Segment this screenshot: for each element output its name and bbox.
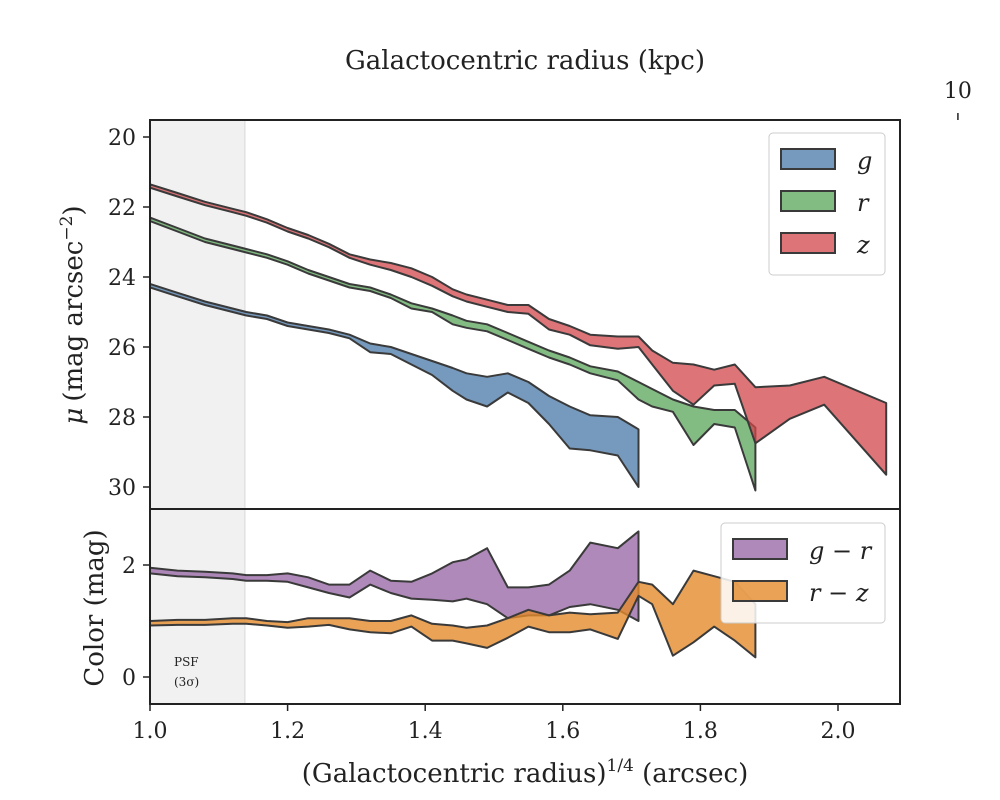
legend-swatch bbox=[732, 580, 788, 602]
x-tick-label: 1.0 bbox=[133, 719, 168, 744]
bottom-panel-frame bbox=[149, 508, 901, 705]
top-y-axis-label: μ (mag arcsec−2) bbox=[57, 205, 89, 424]
top-y-axis-label-exponent: −2 bbox=[57, 216, 77, 241]
x-tick-label: 1.4 bbox=[408, 719, 443, 744]
legend-label: r bbox=[857, 189, 870, 217]
top-y-tick-label: 30 bbox=[108, 476, 136, 501]
x-axis-label-unit: (arcsec) bbox=[634, 759, 748, 789]
band-rz bbox=[150, 569, 757, 659]
top-y-axis-label-close: ) bbox=[59, 205, 89, 215]
x-tick-label: 1.8 bbox=[683, 719, 718, 744]
x-axis-label-exponent: 1/4 bbox=[607, 756, 634, 776]
legend-swatch bbox=[780, 148, 836, 170]
legend-label: z bbox=[856, 231, 870, 259]
band-z bbox=[150, 183, 888, 476]
x-axis-label-base: (Galactocentric radius) bbox=[302, 759, 607, 789]
psf-annotation-line1: PSF bbox=[174, 655, 199, 669]
bottom-y-axis-label: Color (mag) bbox=[80, 529, 110, 686]
legend-label: r − z bbox=[809, 579, 869, 607]
top-y-tick-label: 20 bbox=[108, 126, 136, 151]
top-x-tick-label: 10 bbox=[944, 79, 972, 104]
profile-panel: 2022242628301020305075100grz bbox=[108, 79, 972, 510]
psf-annotation-line2: (3σ) bbox=[174, 675, 199, 689]
band-r bbox=[150, 216, 757, 492]
top-axis-label: Galactocentric radius (kpc) bbox=[345, 46, 705, 76]
top-y-tick-label: 24 bbox=[108, 266, 136, 291]
psf-region-bottom bbox=[150, 509, 245, 704]
legend-label: g − r bbox=[809, 537, 873, 565]
x-tick-label: 2.0 bbox=[821, 719, 856, 744]
top-y-tick-label: 28 bbox=[108, 406, 136, 431]
bottom-y-tick-label: 2 bbox=[122, 554, 136, 579]
top-y-tick-label: 26 bbox=[108, 336, 136, 361]
legend-swatch bbox=[732, 538, 788, 560]
x-tick-label: 1.2 bbox=[270, 719, 305, 744]
x-tick-label: 1.6 bbox=[545, 719, 580, 744]
top-y-axis-label-text: (mag arcsec bbox=[59, 241, 89, 402]
color-panel: 0 2 1.0 1.2 1.4 1.6 1.8 2.0 PSF (3σ) g − r r − z bbox=[122, 508, 901, 744]
band-gr bbox=[150, 530, 640, 622]
band-g bbox=[150, 283, 640, 488]
top-y-axis-label-symbol: μ bbox=[59, 408, 89, 425]
legend-label: g bbox=[857, 147, 872, 175]
bottom-y-tick-label: 0 bbox=[122, 666, 136, 691]
psf-region-top bbox=[150, 120, 245, 509]
legend-swatch bbox=[780, 232, 836, 254]
bottom-x-axis-label: (Galactocentric radius)1/4 (arcsec) bbox=[302, 756, 748, 789]
top-y-tick-label: 22 bbox=[108, 196, 136, 221]
legend-swatch bbox=[780, 190, 836, 212]
